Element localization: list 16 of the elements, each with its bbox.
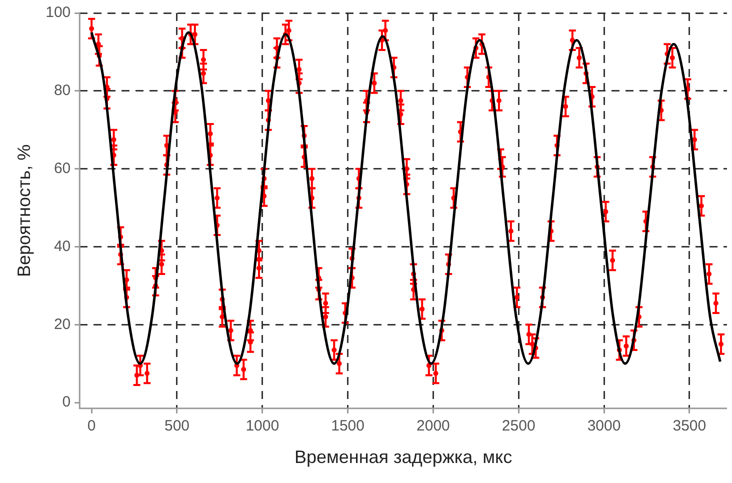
y-tick-label: 80 xyxy=(54,82,71,100)
y-tick-label: 40 xyxy=(54,238,71,255)
x-tick-label: 0 xyxy=(87,418,96,435)
x-tick-label: 500 xyxy=(164,418,190,435)
x-tick-label: 1500 xyxy=(331,418,364,435)
x-tick-label: 3000 xyxy=(587,418,621,435)
y-tick-label: 20 xyxy=(54,316,71,333)
x-tick-label: 3500 xyxy=(672,418,706,435)
y-tick-label: 60 xyxy=(54,160,71,177)
y-tick-label: 100 xyxy=(46,4,71,22)
x-axis-title: Временная задержка, мкс xyxy=(294,447,512,468)
x-tick-label: 2500 xyxy=(502,418,536,435)
y-tick-label: 0 xyxy=(62,394,71,411)
y-axis-title: Вероятность, % xyxy=(14,144,34,278)
x-tick-label: 2000 xyxy=(416,418,450,435)
x-tick-label: 1000 xyxy=(246,418,280,435)
